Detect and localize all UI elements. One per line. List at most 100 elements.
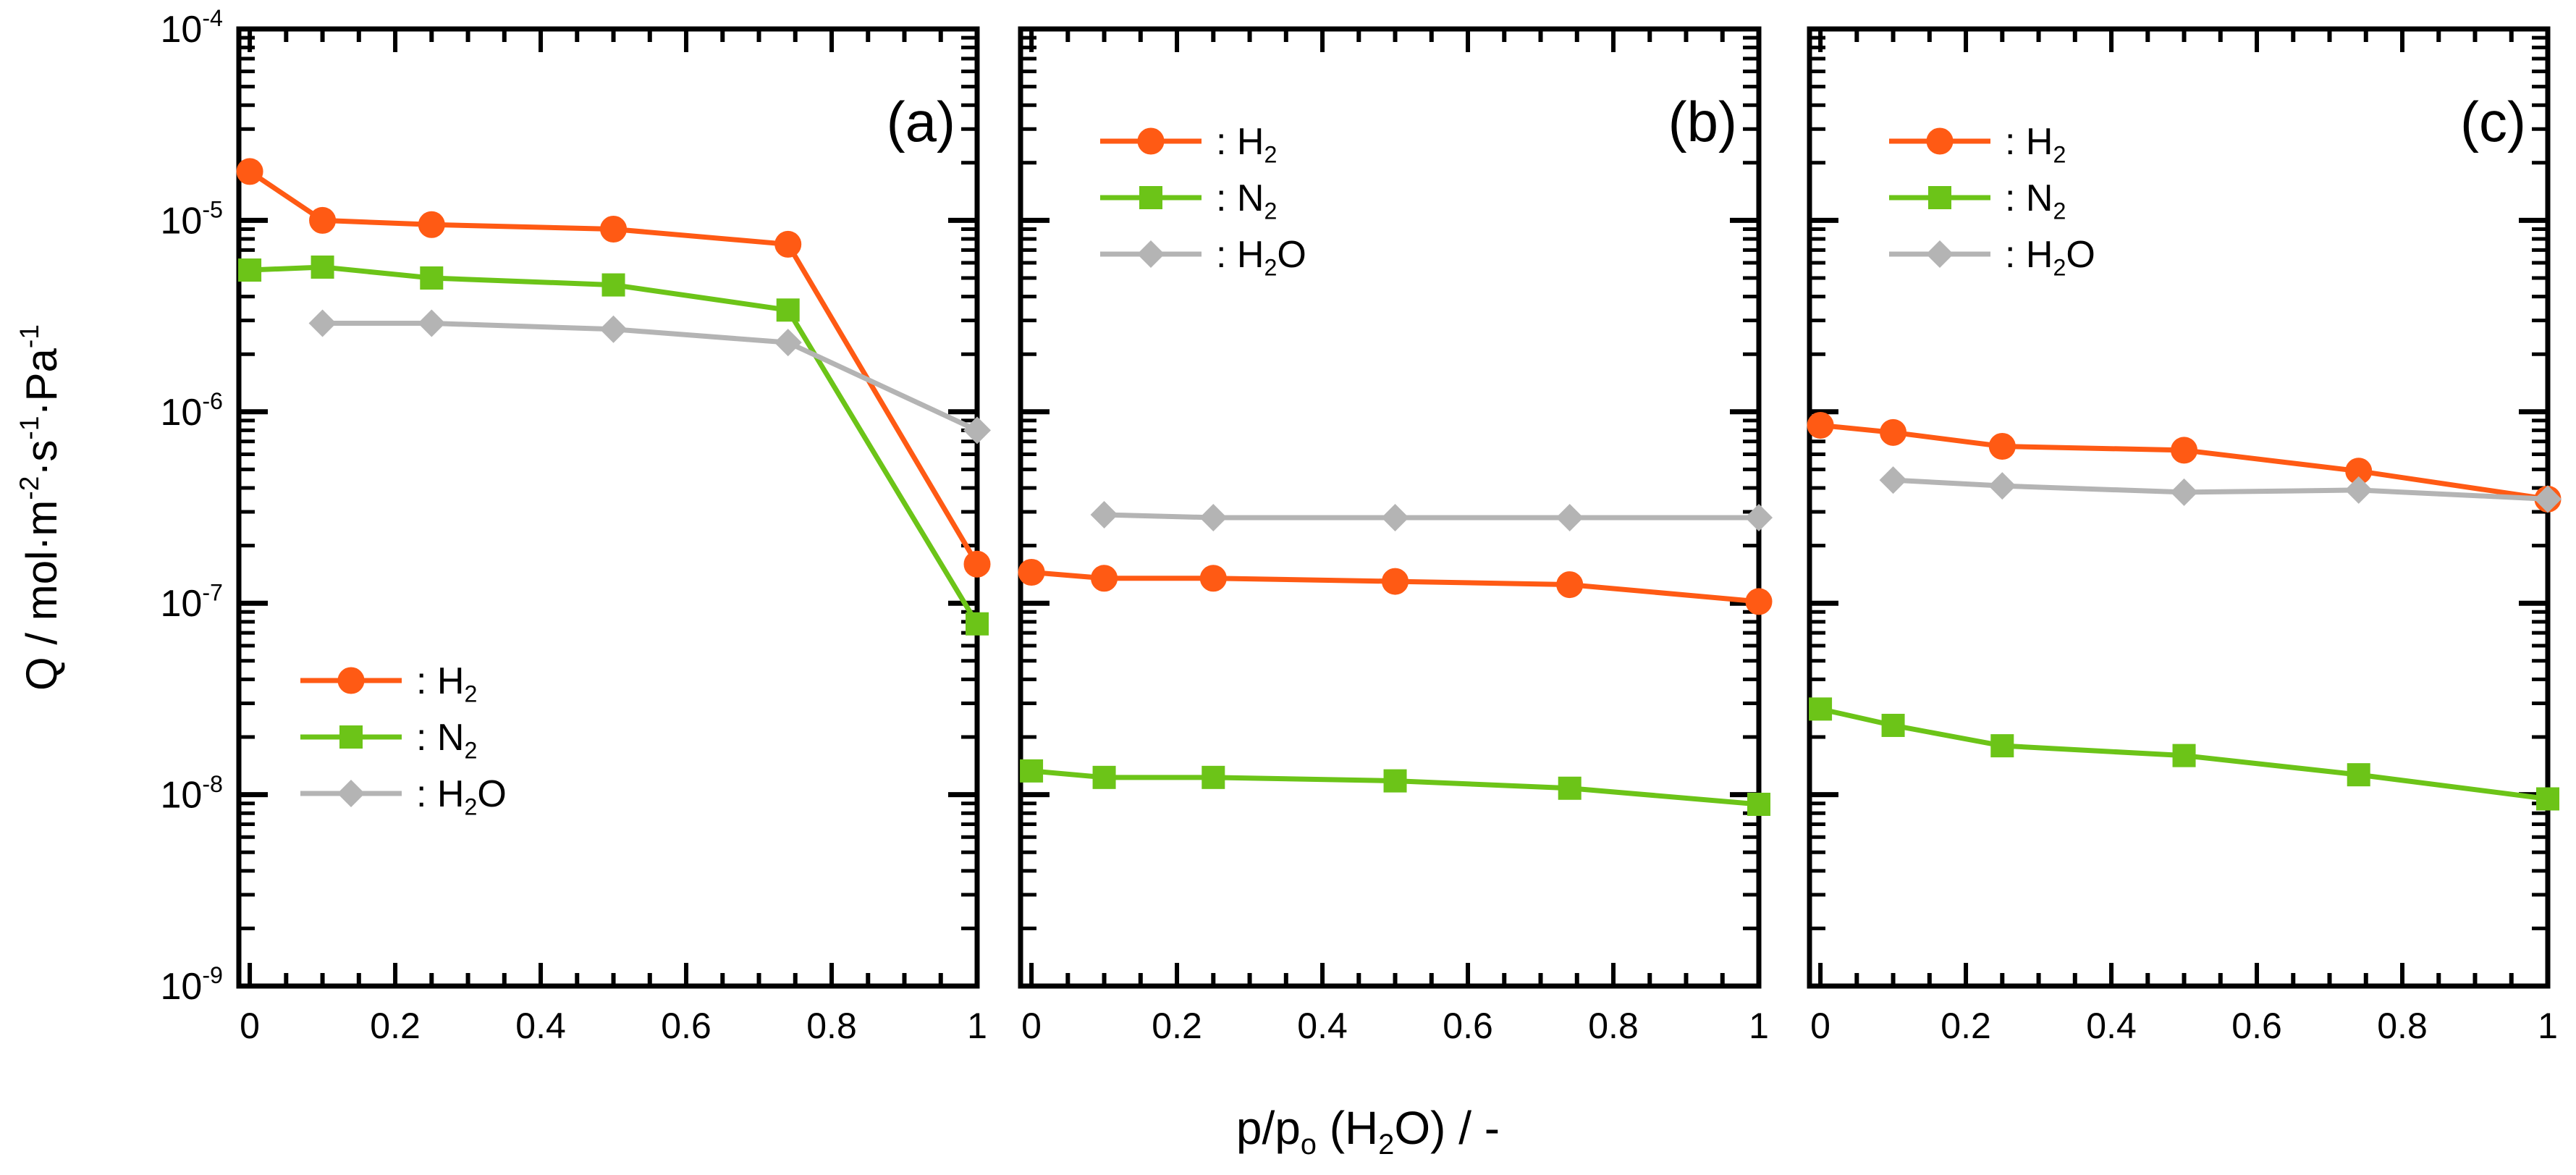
x-tick-label-part: 0.8 bbox=[1588, 1006, 1639, 1046]
legend-marker-n2 bbox=[339, 725, 363, 749]
y-tick-label: 10-8 bbox=[160, 771, 223, 817]
x-tick-label: 0.2 bbox=[1941, 1006, 1991, 1046]
data-point-h2 bbox=[1199, 565, 1227, 592]
legend-label-h2o-part: : H bbox=[2005, 234, 2053, 276]
data-point-n2 bbox=[1202, 765, 1225, 789]
data-point-n2 bbox=[1383, 769, 1407, 793]
data-point-h2 bbox=[1880, 418, 1907, 446]
series-line-h2o bbox=[322, 321, 979, 433]
x-tick-label: 0.2 bbox=[1152, 1006, 1202, 1046]
legend-marker-h2o bbox=[337, 780, 365, 807]
data-point-h2o bbox=[1090, 500, 1118, 528]
legend-label-n2-part: 2 bbox=[1264, 198, 1277, 224]
x-tick-label: 0.4 bbox=[515, 1006, 566, 1046]
x-tick-label: 0.8 bbox=[806, 1006, 857, 1046]
y-tick-label-part: -5 bbox=[202, 197, 223, 223]
y-tick-label: 10-4 bbox=[160, 5, 223, 51]
legend-label-n2: : N2 bbox=[2005, 177, 2066, 224]
y-axis-title: Q / mol·m-2·s-1·Pa-1 bbox=[14, 324, 66, 691]
legend-label-h2o-part: 2 bbox=[2053, 254, 2066, 280]
data-point-n2 bbox=[776, 298, 800, 322]
data-point-n2 bbox=[1747, 792, 1770, 816]
data-point-h2 bbox=[1745, 588, 1773, 615]
y-axis-title-part: -1 bbox=[14, 324, 44, 348]
data-point-n2 bbox=[238, 258, 262, 282]
y-tick-label-part: -8 bbox=[202, 771, 223, 797]
data-point-h2o bbox=[2534, 485, 2562, 513]
legend-label-h2: : H2 bbox=[416, 660, 477, 707]
legend-label-n2: : N2 bbox=[1216, 177, 1277, 224]
data-point-h2 bbox=[418, 211, 445, 238]
data-point-n2 bbox=[966, 612, 989, 636]
legend-label-h2o-part: 2 bbox=[464, 793, 477, 820]
data-point-n2 bbox=[601, 273, 625, 297]
panel-label-part: (c) bbox=[2460, 90, 2526, 153]
data-point-h2o bbox=[774, 329, 802, 357]
x-axis-title-part: O) / - bbox=[1394, 1102, 1500, 1154]
y-tick-label-part: 10 bbox=[160, 392, 202, 434]
panel-frame-3 bbox=[1807, 26, 2551, 989]
legend-marker-n2 bbox=[1139, 186, 1162, 209]
y-tick-label-part: 10 bbox=[160, 200, 202, 242]
y-tick-label-part: 10 bbox=[160, 966, 202, 1008]
data-point-h2o bbox=[308, 309, 337, 337]
panel-frame-1 bbox=[236, 26, 980, 989]
legend-marker-h2 bbox=[1926, 127, 1954, 155]
legend-label-n2-part: : N bbox=[416, 717, 464, 759]
legend-label-h2-part: : H bbox=[2005, 121, 2053, 163]
x-tick-label: 0.6 bbox=[1443, 1006, 1493, 1046]
data-point-h2 bbox=[774, 230, 802, 258]
data-point-n2 bbox=[1881, 713, 1905, 737]
legend-label-h2o: : H2O bbox=[416, 773, 507, 820]
data-point-n2 bbox=[1020, 759, 1044, 783]
x-tick-label: 0 bbox=[1021, 1006, 1042, 1046]
x-tick-label-part: 0.4 bbox=[2086, 1006, 2137, 1046]
data-point-h2 bbox=[1988, 433, 2016, 460]
x-tick-label-part: 0.6 bbox=[2231, 1006, 2282, 1046]
x-tick-label-part: 0.4 bbox=[515, 1006, 566, 1046]
data-point-h2 bbox=[1091, 565, 1118, 592]
x-axis-title-part: (H bbox=[1317, 1102, 1378, 1154]
x-tick-label: 0 bbox=[240, 1006, 260, 1046]
data-point-n2 bbox=[1092, 765, 1116, 789]
data-point-n2 bbox=[420, 266, 444, 290]
data-point-h2 bbox=[236, 158, 263, 185]
data-point-h2 bbox=[309, 206, 337, 234]
legend-marker-h2o bbox=[1926, 240, 1954, 268]
x-tick-label-part: 0.2 bbox=[370, 1006, 421, 1046]
y-tick-label-part: 10 bbox=[160, 9, 202, 51]
legend-label-h2-part: 2 bbox=[1264, 141, 1277, 167]
data-point-h2 bbox=[1018, 559, 1045, 586]
data-point-h2o bbox=[1988, 472, 2017, 500]
x-tick-label-part: 0.2 bbox=[1152, 1006, 1202, 1046]
x-tick-label-part: 1 bbox=[967, 1006, 987, 1046]
panel-label: (b) bbox=[1668, 90, 1737, 153]
series-line-h2 bbox=[248, 169, 980, 566]
y-tick-label: 10-6 bbox=[160, 388, 223, 434]
data-point-h2 bbox=[1382, 568, 1409, 595]
y-axis-title-part: ·s bbox=[17, 440, 66, 476]
x-axis-title: p/po (H2O) / - bbox=[1236, 1102, 1500, 1161]
legend-marker-n2 bbox=[1928, 186, 1951, 209]
data-point-h2o bbox=[1555, 503, 1584, 531]
data-point-h2 bbox=[1807, 411, 1834, 439]
data-point-h2o bbox=[599, 315, 628, 343]
y-tick-label: 10-5 bbox=[160, 197, 223, 243]
data-point-h2o bbox=[2170, 478, 2198, 506]
x-tick-label-part: 1 bbox=[1749, 1006, 1769, 1046]
x-axis-title-part: o bbox=[1301, 1129, 1317, 1161]
y-tick-label-part: 10 bbox=[160, 775, 202, 817]
data-point-h2o bbox=[1199, 503, 1228, 531]
x-tick-label: 1 bbox=[1749, 1006, 1769, 1046]
x-tick-label-part: 0 bbox=[1021, 1006, 1042, 1046]
legend-label-h2-part: 2 bbox=[464, 681, 477, 707]
x-axis-title-part: 2 bbox=[1378, 1129, 1394, 1161]
legend-label-h2-part: : H bbox=[416, 660, 464, 702]
panel-label: (c) bbox=[2460, 90, 2526, 153]
data-point-n2 bbox=[1809, 697, 1833, 721]
legend-label-h2o-part: O bbox=[1277, 234, 1306, 276]
x-tick-label: 0.4 bbox=[1297, 1006, 1348, 1046]
data-point-n2 bbox=[311, 255, 334, 279]
panel-label: (a) bbox=[887, 90, 955, 153]
